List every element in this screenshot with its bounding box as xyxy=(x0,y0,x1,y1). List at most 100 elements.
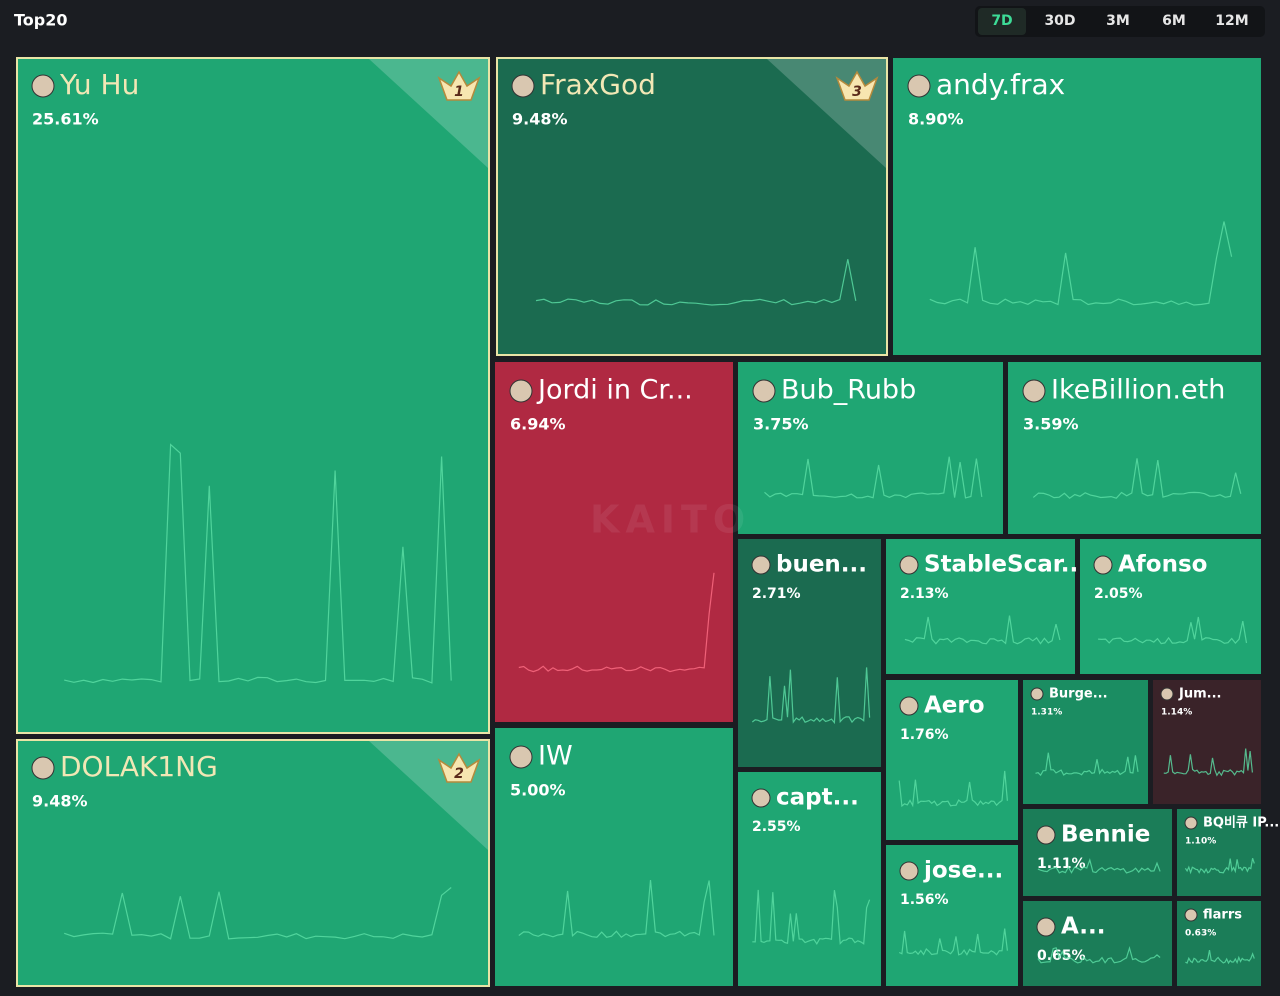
share-label: 2.55% xyxy=(752,819,801,835)
tile-rect xyxy=(1008,362,1261,534)
avatar xyxy=(1030,687,1044,701)
sparkline xyxy=(518,572,715,673)
sparkline xyxy=(898,928,1008,956)
share-label: 6.94% xyxy=(510,415,566,434)
tile[interactable]: DOLAK1NG 9.48% 2 xyxy=(16,739,490,987)
avatar xyxy=(899,696,919,716)
tile[interactable]: Bennie 1.11% xyxy=(1023,809,1172,896)
sparkline xyxy=(1184,858,1255,875)
sparkline xyxy=(1035,752,1139,777)
rank-number: 2 xyxy=(454,766,464,782)
avatar xyxy=(509,379,533,403)
sparkline xyxy=(1037,858,1161,874)
rank-number: 3 xyxy=(852,84,862,100)
user-name: Aero xyxy=(924,693,985,719)
sparkline xyxy=(904,615,1061,645)
share-label: 2.13% xyxy=(900,586,949,602)
tile-rect xyxy=(1023,680,1148,804)
user-name: DOLAK1NG xyxy=(60,750,218,783)
user-name: BQ비큐 IP... xyxy=(1203,816,1279,831)
tile-rect xyxy=(1023,809,1172,896)
title: Top20 xyxy=(14,11,68,30)
user-name: Afonso xyxy=(1118,552,1207,578)
period-tab[interactable]: 6M xyxy=(1162,13,1186,29)
tile[interactable]: BQ비큐 IP... 1.10% xyxy=(1177,809,1279,896)
sparkline xyxy=(929,221,1233,306)
sparkline xyxy=(1163,748,1253,777)
period-tab[interactable]: 12M xyxy=(1215,13,1248,29)
sparkline xyxy=(1098,616,1248,645)
avatar xyxy=(1022,379,1046,403)
avatar xyxy=(1036,825,1056,845)
user-name: FraxGod xyxy=(540,68,656,101)
avatar xyxy=(1093,555,1113,575)
tile[interactable]: Aero 1.76% xyxy=(886,680,1018,840)
tile[interactable]: Jordi in Cr... 6.94% xyxy=(495,362,733,722)
tile-rect xyxy=(1153,680,1261,804)
tile-rect xyxy=(893,58,1261,355)
avatar xyxy=(899,861,919,881)
tile[interactable]: buen... 2.71% xyxy=(738,539,881,767)
period-tab[interactable]: 30D xyxy=(1044,13,1075,29)
avatar xyxy=(509,745,533,769)
share-label: 8.90% xyxy=(908,110,964,129)
user-name: IW xyxy=(538,741,573,772)
share-label: 0.63% xyxy=(1185,929,1216,939)
tile[interactable]: Burge... 1.31% xyxy=(1023,680,1148,804)
tile[interactable]: Jum... 1.14% xyxy=(1153,680,1261,804)
crown xyxy=(437,70,481,101)
avatar xyxy=(752,379,776,403)
sparkline xyxy=(751,667,871,725)
share-label: 3.59% xyxy=(1023,415,1079,434)
sparkline xyxy=(64,887,452,940)
avatar xyxy=(751,788,771,808)
avatar xyxy=(1184,816,1198,830)
crown xyxy=(437,752,481,783)
watermark: KAITO xyxy=(590,498,751,542)
tile[interactable]: Bub_Rubb 3.75% xyxy=(738,362,1003,534)
tile[interactable]: flarrs 0.63% xyxy=(1177,901,1261,986)
avatar xyxy=(1184,908,1198,922)
tile[interactable]: andy.frax 8.90% xyxy=(893,58,1261,355)
avatar xyxy=(751,555,771,575)
avatar xyxy=(899,555,919,575)
tile[interactable]: IW 5.00% xyxy=(495,728,733,986)
tile-rect xyxy=(16,57,490,734)
tile[interactable]: Afonso 2.05% xyxy=(1080,539,1261,674)
period-tabs xyxy=(975,6,1265,37)
share-label: 2.71% xyxy=(752,586,801,602)
avatar xyxy=(31,74,55,98)
tile[interactable]: FraxGod 9.48% 3 xyxy=(496,57,888,356)
tile-rect xyxy=(1023,901,1172,986)
share-label: 9.48% xyxy=(512,110,568,129)
tile[interactable]: A... 0.65% xyxy=(1023,901,1172,986)
sparkline xyxy=(535,259,857,306)
avatar xyxy=(907,74,931,98)
tile-rect xyxy=(738,362,1003,534)
crown xyxy=(835,70,879,101)
tile[interactable]: StableScar... 2.13% xyxy=(886,539,1087,674)
tile[interactable]: IkeBillion.eth 3.59% xyxy=(1008,362,1261,534)
share-label: 2.05% xyxy=(1094,586,1143,602)
share-label: 1.14% xyxy=(1161,708,1192,718)
share-label: 9.48% xyxy=(32,792,88,811)
sparkline xyxy=(518,880,715,939)
sparkline xyxy=(752,889,871,945)
period-tab[interactable]: 7D xyxy=(991,13,1012,29)
user-name: IkeBillion.eth xyxy=(1051,375,1225,406)
tile-rect xyxy=(495,362,733,722)
sparkline xyxy=(898,770,1008,808)
share-label: 1.56% xyxy=(900,892,949,908)
tile[interactable]: Yu Hu 25.61% 1 xyxy=(16,57,490,734)
avatar xyxy=(511,74,535,98)
tile[interactable]: jose... 1.56% xyxy=(886,845,1018,986)
rank-number: 1 xyxy=(454,84,464,100)
tile[interactable]: capt... 2.55% xyxy=(738,772,881,986)
avatar xyxy=(31,756,55,780)
sparkline xyxy=(1032,458,1242,499)
user-name: Yu Hu xyxy=(59,68,139,101)
period-tab[interactable]: 3M xyxy=(1106,13,1130,29)
sparkline xyxy=(764,456,983,499)
sparkline xyxy=(64,443,452,684)
